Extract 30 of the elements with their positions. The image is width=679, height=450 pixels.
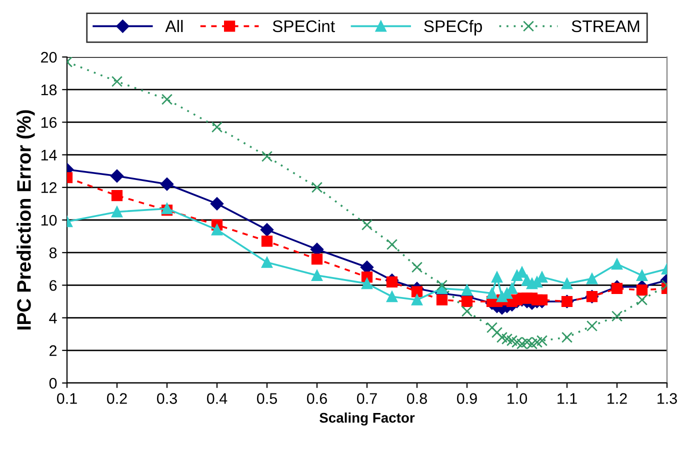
y-tick-label: 20 <box>41 52 57 63</box>
x-tick-label: 0.4 <box>206 393 228 404</box>
y-tick-label: 16 <box>41 117 57 128</box>
legend-label: SPECfp <box>424 20 482 36</box>
x-tick-label: 0.3 <box>156 393 177 404</box>
legend-label: SPECint <box>272 20 335 32</box>
x-tick-label: 1.3 <box>658 393 677 404</box>
x-tick-label: 0.1 <box>56 393 77 404</box>
y-tick-label: 8 <box>49 247 57 258</box>
y-tick-label: 14 <box>41 150 57 160</box>
x-tick-label: 1.2 <box>608 393 627 404</box>
x-axis-title: Scaling Factor <box>320 412 415 426</box>
x-tick-label: 1.0 <box>508 393 528 404</box>
y-tick-label: 2 <box>50 345 57 356</box>
x-tick-label: 0.5 <box>256 393 277 404</box>
x-tick-label: 1.1 <box>558 393 577 404</box>
y-tick-label: 4 <box>49 312 57 324</box>
legend-label: STREAM <box>572 20 640 32</box>
legend-label: All <box>165 20 183 32</box>
x-tick-label: 0.6 <box>306 393 327 404</box>
x-tick-label: 0.8 <box>406 393 427 404</box>
x-tick-label: 0.7 <box>356 393 377 404</box>
y-tick-label: 0 <box>49 378 57 389</box>
y-tick-label: 10 <box>41 214 57 226</box>
x-tick-label: 0.2 <box>106 393 127 404</box>
y-tick-label: 6 <box>50 280 57 291</box>
x-tick-label: 0.9 <box>456 393 477 404</box>
y-axis-title: IPC Prediction Error (%) <box>16 110 35 330</box>
y-tick-label: 12 <box>41 182 57 193</box>
y-tick-label: 18 <box>41 84 57 96</box>
